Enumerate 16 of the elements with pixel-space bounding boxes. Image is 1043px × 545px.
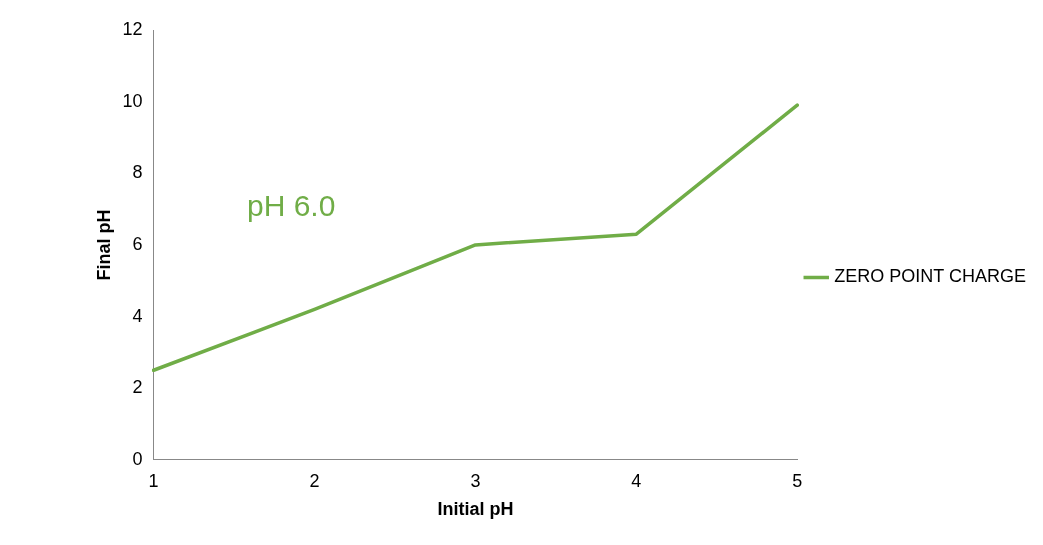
x-tick-label: 5 xyxy=(792,470,803,491)
y-tick-label: 12 xyxy=(122,18,143,39)
x-tick-label: 4 xyxy=(631,470,642,491)
y-tick-label: 6 xyxy=(132,233,143,254)
y-tick-label: 10 xyxy=(122,90,143,111)
annotation: pH 6.0 xyxy=(247,189,336,223)
legend-label: ZERO POINT CHARGE xyxy=(834,266,1026,287)
y-tick-label: 0 xyxy=(132,448,143,469)
y-axis-title: Final pH xyxy=(93,209,114,281)
y-tick-label: 4 xyxy=(132,305,143,326)
x-tick-label: 1 xyxy=(148,470,159,491)
y-tick-label: 8 xyxy=(132,162,143,183)
x-axis-title: Initial pH xyxy=(437,499,514,520)
x-tick-label: 3 xyxy=(470,470,481,491)
y-tick-label: 2 xyxy=(132,377,143,398)
x-tick-label: 2 xyxy=(309,470,320,491)
